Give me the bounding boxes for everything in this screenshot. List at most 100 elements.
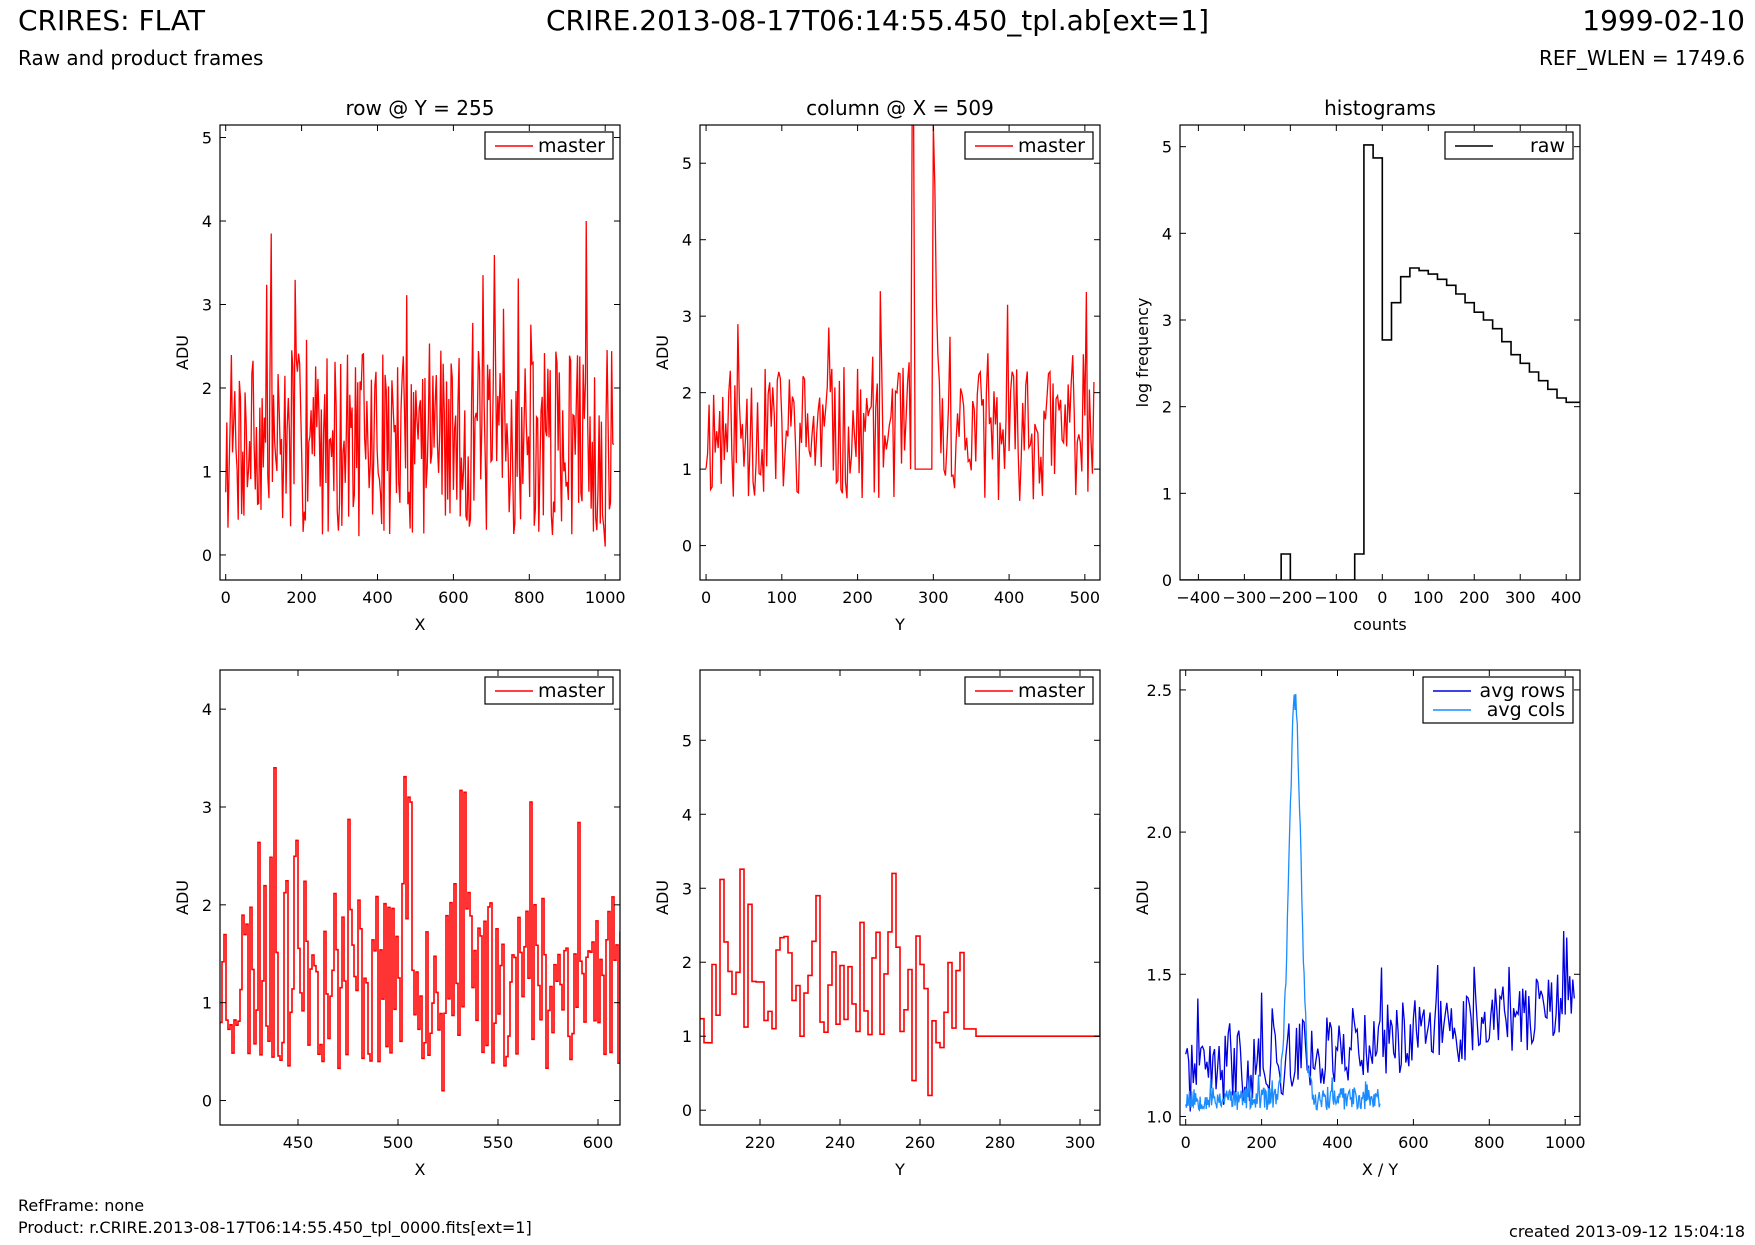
plot-frame xyxy=(1179,124,1581,581)
y-tick-label: 2 xyxy=(1162,398,1172,417)
footer-created: created 2013-09-12 15:04:18 xyxy=(1509,1222,1745,1241)
y-axis-label: ADU xyxy=(173,335,192,370)
x-tick-label: 200 xyxy=(1246,1133,1277,1152)
y-tick-label: 3 xyxy=(202,295,212,314)
chart-averages: 0 200 400 600 800 1000 1.0 1.5 2.0 2.5 X / Y ADU avg… xyxy=(1133,669,1586,1179)
y-tick-label: 5 xyxy=(1162,138,1172,157)
series-raw xyxy=(1180,144,1580,580)
y-tick-label: 2 xyxy=(682,953,692,972)
series-avg-rows xyxy=(1185,931,1575,1112)
y-axis-label: ADU xyxy=(653,335,672,370)
x-tick-label: 450 xyxy=(283,1133,314,1152)
x-tick-label: −300 xyxy=(1222,588,1266,607)
y-tick-label: 1 xyxy=(682,1027,692,1046)
y-axis-label: ADU xyxy=(653,880,672,915)
x-tick-label: 600 xyxy=(583,1133,614,1152)
series-avg-cols xyxy=(1185,693,1381,1112)
y-tick-label: 1.0 xyxy=(1147,1107,1172,1126)
x-tick-label: 0 xyxy=(701,588,711,607)
x-tick-label: 300 xyxy=(1505,588,1536,607)
y-tick-label: 4 xyxy=(202,212,212,231)
x-tick-label: 0 xyxy=(1181,1133,1191,1152)
y-tick-label: 3 xyxy=(682,879,692,898)
x-axis-label: Y xyxy=(894,1160,905,1179)
x-tick-label: 400 xyxy=(362,588,393,607)
chart-row: 0 200 400 600 800 1000 0 1 2 3 4 5 X ADU row @ Y = 255… xyxy=(173,96,626,634)
ref-wlen-label: REF_WLEN = 1749.6 xyxy=(1538,46,1745,70)
chart-row-zoom: 450 500 550 600 0 1 2 3 4 X ADU master xyxy=(173,669,621,1179)
y-axis-label: ADU xyxy=(1133,880,1152,915)
legend-label: master xyxy=(1018,135,1085,157)
y-tick-label: 2 xyxy=(202,896,212,915)
series-master xyxy=(225,221,615,547)
plot-frame xyxy=(219,124,621,581)
chart-column-zoom: 220 240 260 280 300 0 1 2 3 4 5 Y ADU master xyxy=(653,669,1101,1179)
y-axis-label: ADU xyxy=(173,880,192,915)
footer-ref-frame: RefFrame: none xyxy=(18,1196,145,1215)
x-tick-label: −200 xyxy=(1268,588,1312,607)
legend-label: avg rows xyxy=(1480,680,1565,702)
plot-frame xyxy=(699,124,1101,581)
legend xyxy=(484,676,614,705)
y-tick-label: 4 xyxy=(682,805,692,824)
x-tick-label: 0 xyxy=(1377,588,1387,607)
y-tick-label: 1.5 xyxy=(1147,965,1172,984)
x-axis-label: Y xyxy=(894,615,905,634)
y-tick-label: 4 xyxy=(202,700,212,719)
x-tick-label: 600 xyxy=(1398,1133,1429,1152)
legend-label: master xyxy=(1018,680,1085,702)
y-tick-label: 5 xyxy=(682,731,692,750)
legend-label: raw xyxy=(1530,135,1565,157)
y-tick-label: 5 xyxy=(682,154,692,173)
chart-histograms: −400 −300 −200 −100 0 100 200 300 400 0 1 2 3 4 5 count… xyxy=(1133,96,1581,634)
x-tick-label: −100 xyxy=(1314,588,1358,607)
x-tick-label: 240 xyxy=(825,1133,856,1152)
chart-title: row @ Y = 255 xyxy=(346,96,495,120)
x-axis-label: X xyxy=(415,615,426,634)
x-tick-label: 200 xyxy=(286,588,317,607)
y-tick-label: 0 xyxy=(202,546,212,565)
x-tick-label: 800 xyxy=(1474,1133,1505,1152)
y-tick-label: 3 xyxy=(1162,311,1172,330)
y-tick-label: 3 xyxy=(682,307,692,326)
plot-frame xyxy=(1179,669,1581,1126)
x-tick-label: 500 xyxy=(1070,588,1101,607)
x-tick-label: 300 xyxy=(918,588,949,607)
x-tick-label: 260 xyxy=(905,1133,936,1152)
y-tick-label: 1 xyxy=(682,460,692,479)
y-tick-label: 4 xyxy=(682,231,692,250)
page-subtitle: Raw and product frames xyxy=(18,46,264,70)
x-tick-label: 800 xyxy=(514,588,545,607)
x-tick-label: 100 xyxy=(767,588,798,607)
series-master xyxy=(700,817,1100,1097)
x-tick-label: −400 xyxy=(1176,588,1220,607)
y-tick-label: 2.0 xyxy=(1147,823,1172,842)
y-tick-label: 0 xyxy=(682,537,692,556)
series-master xyxy=(220,767,620,1092)
page-title: CRIRES: FLAT xyxy=(18,4,205,37)
x-tick-label: 1000 xyxy=(1545,1133,1586,1152)
chart-title: histograms xyxy=(1324,96,1436,120)
plot-frame xyxy=(219,669,621,1126)
x-tick-label: 400 xyxy=(1551,588,1582,607)
legend-label: master xyxy=(538,135,605,157)
series-master xyxy=(705,125,1095,501)
x-tick-label: 400 xyxy=(994,588,1025,607)
x-tick-label: 600 xyxy=(438,588,469,607)
legend-label: master xyxy=(538,680,605,702)
x-tick-label: 300 xyxy=(1065,1133,1096,1152)
x-tick-label: 200 xyxy=(842,588,873,607)
plot-frame xyxy=(699,669,1101,1126)
legend-label: avg cols xyxy=(1487,699,1565,721)
file-title: CRIRE.2013-08-17T06:14:55.450_tpl.ab[ext… xyxy=(545,4,1209,37)
y-tick-label: 1 xyxy=(202,462,212,481)
x-tick-label: 100 xyxy=(1413,588,1444,607)
y-tick-label: 1 xyxy=(1162,484,1172,503)
footer-product: Product: r.CRIRE.2013-08-17T06:14:55.450… xyxy=(18,1218,532,1237)
y-tick-label: 4 xyxy=(1162,224,1172,243)
x-axis-label: X xyxy=(415,1160,426,1179)
chart-title: column @ X = 509 xyxy=(806,96,994,120)
x-tick-label: 400 xyxy=(1322,1133,1353,1152)
y-tick-label: 0 xyxy=(202,1092,212,1111)
